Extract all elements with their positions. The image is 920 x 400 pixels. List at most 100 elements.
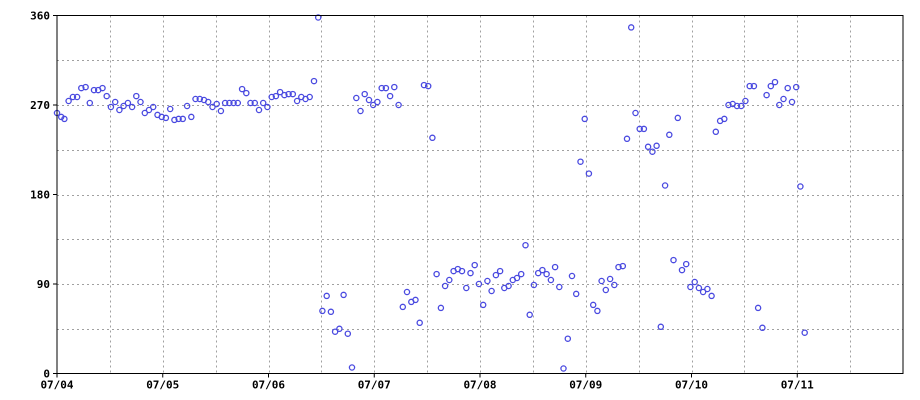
data-point xyxy=(479,301,487,309)
x-tick-label: 07/06 xyxy=(252,379,285,392)
data-point xyxy=(632,109,639,117)
data-point xyxy=(399,303,407,311)
data-point xyxy=(644,143,652,151)
data-point xyxy=(268,93,275,101)
data-point xyxy=(230,99,237,107)
data-point xyxy=(505,282,512,290)
data-point xyxy=(674,114,682,122)
data-point xyxy=(78,84,85,92)
data-point xyxy=(348,364,356,371)
data-point xyxy=(598,277,605,285)
data-point xyxy=(65,97,72,105)
data-point xyxy=(725,101,732,109)
data-point xyxy=(124,99,132,107)
data-point xyxy=(712,128,720,136)
data-point xyxy=(141,109,149,117)
data-point xyxy=(742,97,749,105)
data-point xyxy=(568,272,576,280)
data-point xyxy=(627,24,635,31)
data-point xyxy=(382,84,390,92)
data-point xyxy=(251,99,259,107)
data-point xyxy=(691,278,698,286)
data-point xyxy=(416,319,423,327)
data-point xyxy=(221,99,229,107)
data-point xyxy=(323,292,330,300)
data-point xyxy=(640,125,648,133)
data-point xyxy=(133,92,140,100)
data-point xyxy=(340,291,347,299)
data-point xyxy=(526,311,533,319)
data-point xyxy=(107,103,115,111)
data-point xyxy=(776,101,783,109)
data-point xyxy=(670,256,677,264)
data-point xyxy=(441,282,449,290)
data-point xyxy=(636,125,643,133)
y-tick-label: 180 xyxy=(30,189,50,202)
data-point xyxy=(69,93,77,101)
data-point xyxy=(771,78,779,86)
data-point xyxy=(589,301,597,309)
data-point xyxy=(128,103,136,111)
data-points xyxy=(53,14,808,372)
data-point xyxy=(687,283,694,291)
data-point xyxy=(314,14,322,21)
data-point xyxy=(678,266,686,274)
data-point xyxy=(272,92,280,100)
data-point xyxy=(492,271,500,279)
data-point xyxy=(281,91,288,99)
data-point xyxy=(530,281,538,289)
data-point xyxy=(602,286,610,294)
data-point xyxy=(353,94,360,102)
data-point xyxy=(657,323,665,331)
y-axis-ticks: 0 90 180 270 360 xyxy=(30,10,57,381)
data-point xyxy=(721,115,728,123)
data-point xyxy=(513,274,521,282)
data-point xyxy=(780,95,787,103)
data-point xyxy=(471,261,478,269)
data-point xyxy=(179,115,187,123)
data-point xyxy=(585,170,593,177)
data-point xyxy=(467,269,474,277)
data-point xyxy=(73,93,81,101)
data-point xyxy=(289,90,297,98)
data-point xyxy=(611,281,618,289)
data-point xyxy=(403,288,411,296)
data-point xyxy=(412,296,419,304)
data-point xyxy=(759,324,766,332)
data-point xyxy=(238,85,246,93)
data-point xyxy=(708,292,715,300)
data-point xyxy=(196,95,204,103)
data-point xyxy=(331,328,339,335)
data-point xyxy=(577,158,584,165)
data-point xyxy=(166,105,174,113)
data-point xyxy=(378,84,385,92)
data-point xyxy=(653,142,660,150)
data-point xyxy=(463,284,470,292)
data-point xyxy=(395,101,402,109)
data-point xyxy=(204,98,212,106)
x-tick-label: 07/04 xyxy=(40,379,73,392)
data-point xyxy=(226,99,233,107)
data-point xyxy=(750,82,758,90)
data-point xyxy=(188,113,195,121)
data-point xyxy=(615,263,622,271)
data-point xyxy=(767,82,775,90)
data-point xyxy=(792,83,800,91)
data-point xyxy=(754,304,762,312)
data-point xyxy=(357,107,364,115)
data-point xyxy=(336,325,343,333)
data-point xyxy=(158,113,165,121)
data-point xyxy=(560,365,567,372)
data-point xyxy=(365,96,373,104)
data-point xyxy=(209,103,216,111)
data-point xyxy=(344,330,352,337)
x-axis-ticks: 07/04 07/05 07/06 07/07 07/08 07/09 07/10 07/11 xyxy=(40,373,814,392)
data-point xyxy=(484,277,491,285)
data-point xyxy=(255,106,263,114)
data-point xyxy=(285,90,292,98)
data-point xyxy=(699,288,707,296)
data-point xyxy=(120,102,127,110)
data-point xyxy=(243,89,250,97)
